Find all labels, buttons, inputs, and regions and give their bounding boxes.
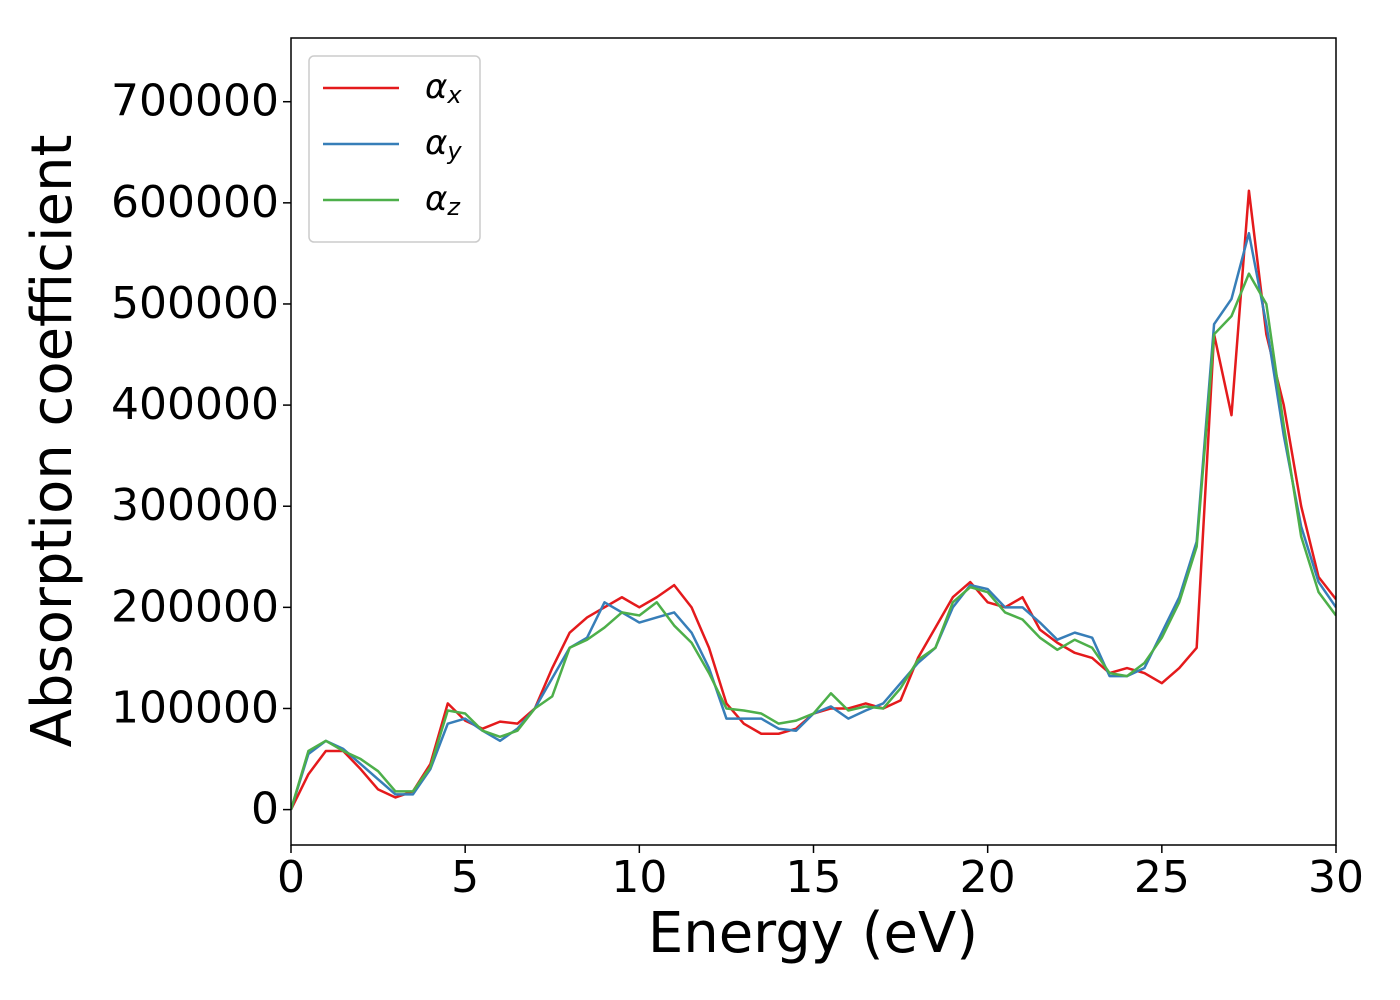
x-tick-label: 0 [277, 852, 305, 903]
x-tick-label: 5 [451, 852, 479, 903]
plot-lines [291, 189, 1336, 811]
series-line [291, 231, 1336, 810]
legend-box [308, 55, 481, 243]
x-tick-label: 30 [1308, 852, 1364, 903]
x-tick-label: 25 [1134, 852, 1190, 903]
x-tick-label: 20 [960, 852, 1016, 903]
series-line [291, 189, 1336, 811]
y-tick-label: 500000 [111, 278, 279, 329]
y-tick-label: 200000 [111, 581, 279, 632]
y-axis-label: Absorption coefficient [20, 135, 85, 748]
y-tick-label: 0 [251, 784, 279, 835]
y-tick-label: 300000 [111, 480, 279, 531]
y-tick-label: 700000 [111, 76, 279, 127]
legend-label: αz [425, 179, 461, 222]
x-tick-label: 15 [786, 852, 842, 903]
x-axis-label: Energy (eV) [648, 901, 978, 966]
y-tick-label: 600000 [111, 177, 279, 228]
y-tick-label: 400000 [111, 379, 279, 430]
plot-frame [290, 37, 1337, 846]
series-line [291, 272, 1336, 810]
y-tick-label: 100000 [111, 682, 279, 733]
x-tick-label: 10 [611, 852, 667, 903]
legend-label: αy [425, 123, 462, 166]
legend-label: αx [425, 67, 462, 110]
